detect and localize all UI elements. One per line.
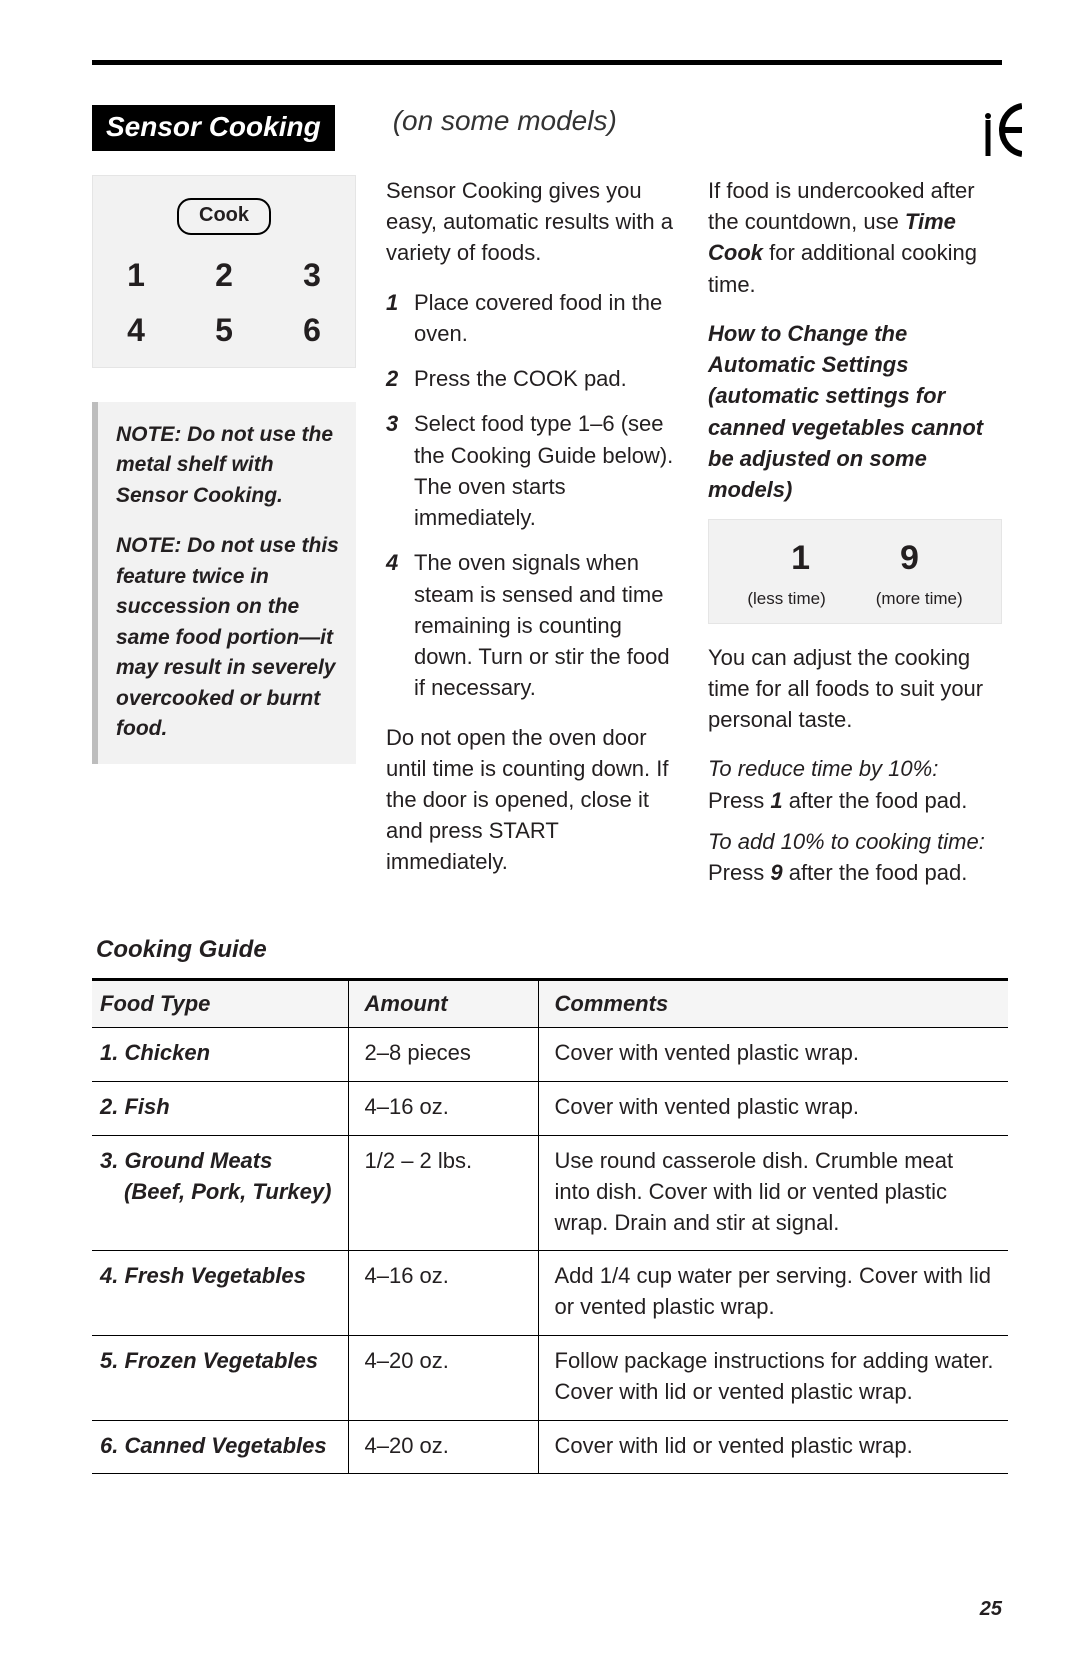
step-2-text: Press the COOK pad. bbox=[414, 363, 627, 394]
howto-heading: How to Change the Automatic Settings (au… bbox=[708, 318, 1002, 505]
table-row: 5. Frozen Vegetables4–20 oz.Follow packa… bbox=[92, 1335, 1008, 1420]
th-amount: Amount bbox=[348, 980, 538, 1028]
cell-comments: Add 1/4 cup water per serving. Cover wit… bbox=[538, 1251, 1008, 1336]
cell-comments: Cover with lid or vented plastic wrap. bbox=[538, 1420, 1008, 1474]
top-rule bbox=[92, 60, 1002, 65]
reduce-label: To reduce time by 10%: bbox=[708, 756, 938, 781]
step-3: 3Select food type 1–6 (see the Cooking G… bbox=[386, 408, 678, 533]
cell-amount: 2–8 pieces bbox=[348, 1028, 538, 1082]
more-time-key: 9 bbox=[900, 534, 919, 582]
cell-amount: 4–16 oz. bbox=[348, 1082, 538, 1136]
cell-amount: 1/2 – 2 lbs. bbox=[348, 1135, 538, 1250]
cell-food: 2. Fish bbox=[92, 1082, 348, 1136]
section-subtitle: (on some models) bbox=[393, 105, 617, 137]
cell-amount: 4–16 oz. bbox=[348, 1251, 538, 1336]
add-key: 9 bbox=[770, 860, 782, 885]
left-column: Cook 1 2 3 4 5 6 NOTE: Do not use the me… bbox=[92, 175, 356, 906]
undercooked-text: If food is undercooked after the countdo… bbox=[708, 175, 1002, 300]
corner-icon bbox=[972, 98, 1022, 158]
note-1: NOTE: Do not use the metal shelf with Se… bbox=[116, 420, 340, 511]
section-title: Sensor Cooking bbox=[92, 105, 335, 151]
step-2: 2Press the COOK pad. bbox=[386, 363, 678, 394]
keypad-4: 4 bbox=[107, 312, 165, 349]
cell-comments: Cover with vented plastic wrap. bbox=[538, 1082, 1008, 1136]
more-time-label: (more time) bbox=[876, 587, 963, 611]
page-number: 25 bbox=[980, 1598, 1002, 1621]
keypad-5: 5 bbox=[195, 312, 253, 349]
reduce-key: 1 bbox=[770, 788, 782, 813]
content-columns: Cook 1 2 3 4 5 6 NOTE: Do not use the me… bbox=[92, 175, 1002, 906]
table-row: 4. Fresh Vegetables4–16 oz.Add 1/4 cup w… bbox=[92, 1251, 1008, 1336]
cell-amount: 4–20 oz. bbox=[348, 1335, 538, 1420]
th-food: Food Type bbox=[92, 980, 348, 1028]
less-time-key: 1 bbox=[791, 534, 810, 582]
add-a: Press bbox=[708, 860, 770, 885]
table-row: 3. Ground Meats(Beef, Pork, Turkey)1/2 –… bbox=[92, 1135, 1008, 1250]
cell-comments: Cover with vented plastic wrap. bbox=[538, 1028, 1008, 1082]
keypad-2: 2 bbox=[195, 257, 253, 294]
step-4: 4The oven signals when steam is sensed a… bbox=[386, 547, 678, 703]
adjust-desc: You can adjust the cooking time for all … bbox=[708, 642, 1002, 736]
cell-food: 3. Ground Meats(Beef, Pork, Turkey) bbox=[92, 1135, 348, 1250]
reduce-block: To reduce time by 10%: Press 1 after the… bbox=[708, 753, 1002, 815]
right-column: If food is undercooked after the countdo… bbox=[708, 175, 1002, 906]
cooking-guide-table: Food Type Amount Comments 1. Chicken2–8 … bbox=[92, 978, 1008, 1474]
cell-amount: 4–20 oz. bbox=[348, 1420, 538, 1474]
cooking-guide-title: Cooking Guide bbox=[96, 936, 1002, 964]
section-header: Sensor Cooking (on some models) bbox=[92, 105, 1002, 151]
cell-food: 1. Chicken bbox=[92, 1028, 348, 1082]
add-b: after the food pad. bbox=[783, 860, 968, 885]
th-comments: Comments bbox=[538, 980, 1008, 1028]
adjust-illustration: 1 9 (less time) (more time) bbox=[708, 519, 1002, 623]
step-1-text: Place covered food in the oven. bbox=[414, 287, 678, 349]
note-2: NOTE: Do not use this feature twice in s… bbox=[116, 531, 340, 744]
keypad-illustration: Cook 1 2 3 4 5 6 bbox=[92, 175, 356, 368]
cell-food: 6. Canned Vegetables bbox=[92, 1420, 348, 1474]
cell-food: 4. Fresh Vegetables bbox=[92, 1251, 348, 1336]
less-time-label: (less time) bbox=[747, 587, 825, 611]
note-box: NOTE: Do not use the metal shelf with Se… bbox=[92, 402, 356, 764]
cook-button: Cook bbox=[177, 198, 271, 235]
table-row: 6. Canned Vegetables4–20 oz.Cover with l… bbox=[92, 1420, 1008, 1474]
add-block: To add 10% to cooking time: Press 9 afte… bbox=[708, 826, 1002, 888]
steps-list: 1Place covered food in the oven. 2Press … bbox=[386, 287, 678, 704]
add-label: To add 10% to cooking time: bbox=[708, 829, 985, 854]
tail-text: Do not open the oven door until time is … bbox=[386, 722, 678, 878]
intro-text: Sensor Cooking gives you easy, automatic… bbox=[386, 175, 678, 269]
table-header-row: Food Type Amount Comments bbox=[92, 980, 1008, 1028]
cell-comments: Follow package instructions for adding w… bbox=[538, 1335, 1008, 1420]
table-row: 2. Fish4–16 oz.Cover with vented plastic… bbox=[92, 1082, 1008, 1136]
step-1: 1Place covered food in the oven. bbox=[386, 287, 678, 349]
keypad-1: 1 bbox=[107, 257, 165, 294]
step-3-text: Select food type 1–6 (see the Cooking Gu… bbox=[414, 408, 678, 533]
middle-column: Sensor Cooking gives you easy, automatic… bbox=[386, 175, 678, 906]
keypad-6: 6 bbox=[283, 312, 341, 349]
keypad-3: 3 bbox=[283, 257, 341, 294]
table-row: 1. Chicken2–8 piecesCover with vented pl… bbox=[92, 1028, 1008, 1082]
cell-comments: Use round casserole dish. Crumble meat i… bbox=[538, 1135, 1008, 1250]
step-4-text: The oven signals when steam is sensed an… bbox=[414, 547, 678, 703]
number-grid: 1 2 3 4 5 6 bbox=[93, 257, 355, 349]
manual-page: Sensor Cooking (on some models) Cook 1 2… bbox=[0, 0, 1080, 1669]
reduce-a: Press bbox=[708, 788, 770, 813]
cell-food: 5. Frozen Vegetables bbox=[92, 1335, 348, 1420]
reduce-b: after the food pad. bbox=[783, 788, 968, 813]
